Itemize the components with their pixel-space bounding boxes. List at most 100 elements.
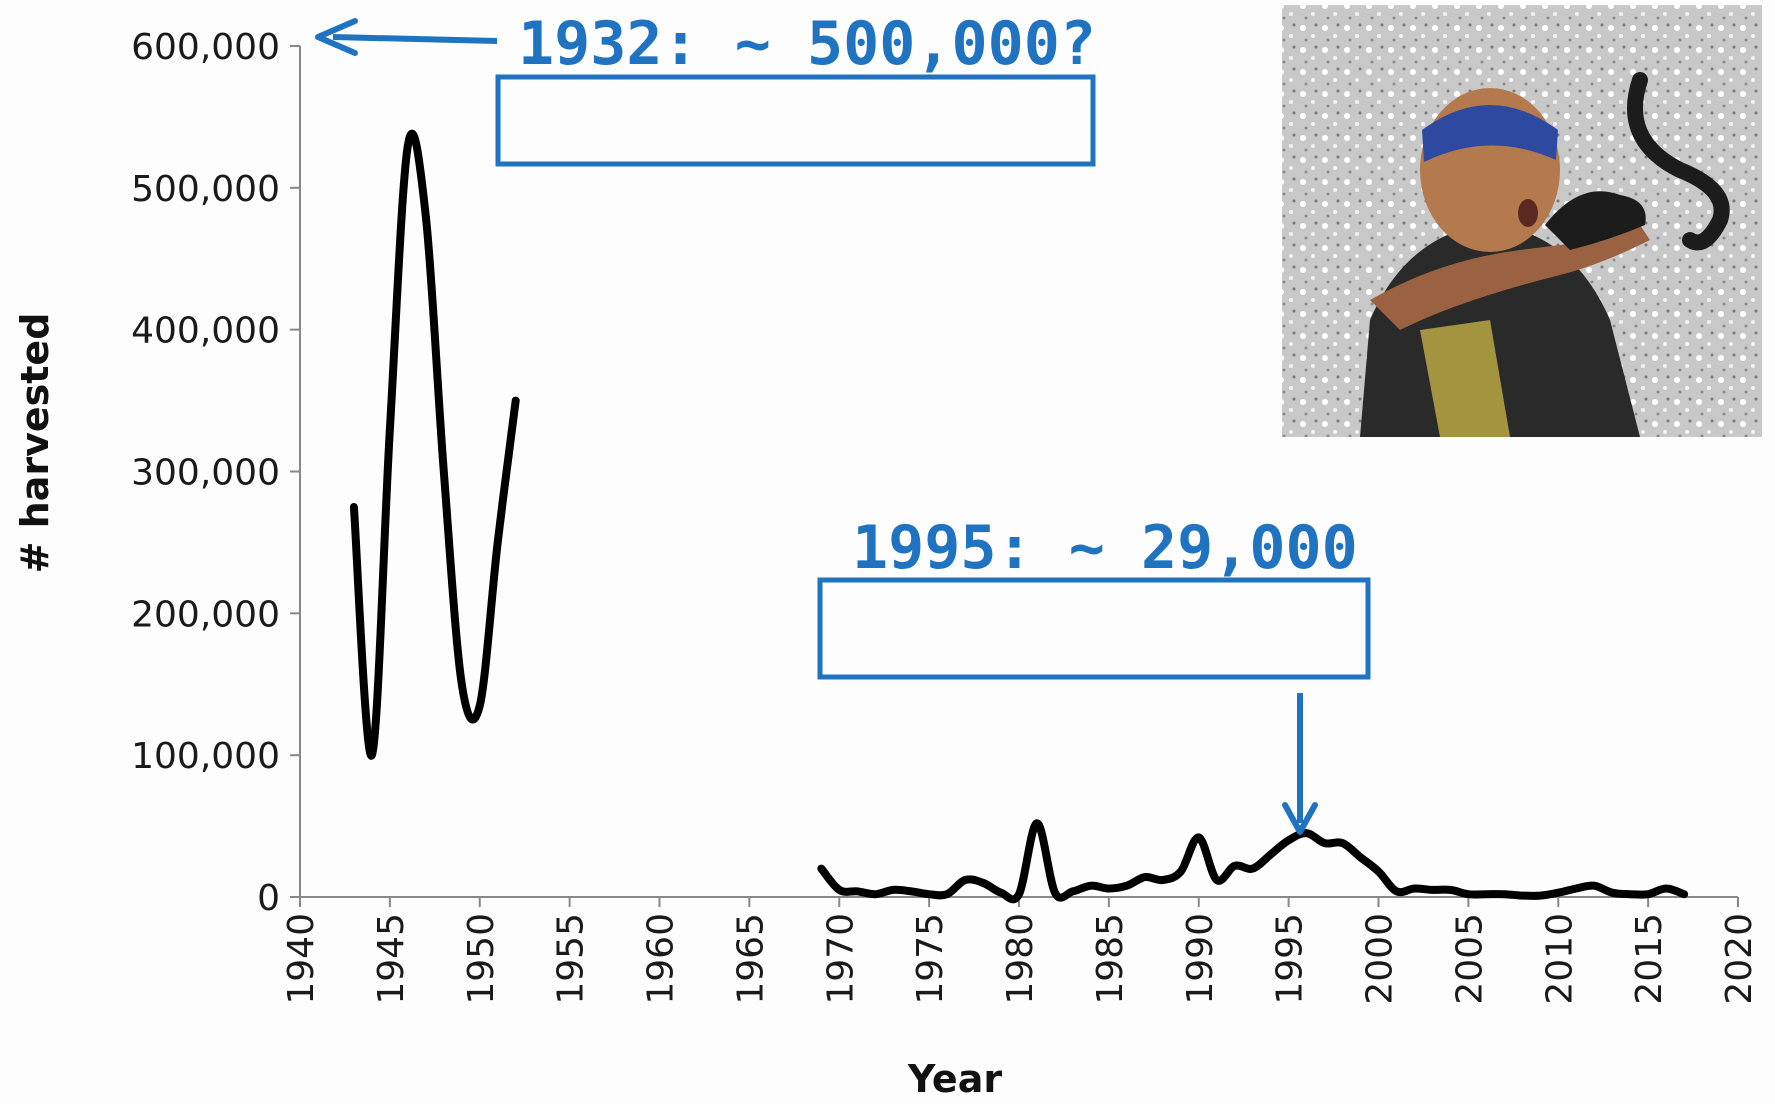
x-tick-label: 1980 — [1000, 913, 1041, 1005]
data-point — [1018, 893, 1020, 896]
data-point — [1413, 887, 1416, 890]
y-tick-label: 0 — [257, 878, 280, 919]
data-point — [388, 427, 391, 430]
x-tick-label: 2015 — [1629, 913, 1670, 1005]
x-tick-label: 2020 — [1719, 913, 1760, 1005]
x-tick-label: 1950 — [461, 913, 502, 1005]
data-point — [874, 893, 877, 896]
data-point — [1071, 890, 1074, 893]
y-tick-label: 500,000 — [131, 169, 280, 210]
x-tick-label: 1990 — [1180, 913, 1221, 1005]
annotation-1932-text: 1932: ~ 500,000? — [518, 9, 1096, 79]
data-point — [442, 470, 445, 473]
data-point — [1395, 890, 1398, 893]
data-point — [1467, 893, 1470, 896]
data-point — [1683, 893, 1686, 896]
y-tick-label: 100,000 — [131, 736, 280, 777]
data-point — [1035, 822, 1038, 825]
annotation-1932: 1932: ~ 500,000? — [315, 9, 1096, 167]
series-line-segment — [817, 819, 1689, 904]
data-point — [1305, 832, 1308, 835]
data-point — [514, 399, 517, 402]
data-point — [1575, 887, 1578, 890]
data-point — [1161, 878, 1164, 881]
x-tick-label: 1985 — [1090, 913, 1131, 1005]
y-axis: 0 100,000 200,000 300,000 400,000 500,000 600,… — [131, 27, 301, 919]
data-point — [406, 144, 409, 147]
annotation-1932-box — [495, 74, 1096, 167]
y-tick-label: 300,000 — [131, 453, 280, 494]
data-point — [370, 754, 373, 757]
data-point — [1611, 891, 1614, 894]
data-point — [1539, 894, 1542, 897]
data-point — [460, 683, 463, 686]
data-point — [352, 505, 355, 508]
x-tick-label: 2000 — [1360, 913, 1401, 1005]
data-point — [964, 878, 967, 881]
data-point — [1629, 893, 1632, 896]
person-catching-lamprey-photo — [1282, 5, 1762, 437]
data-point — [1665, 887, 1668, 890]
data-point — [1593, 884, 1596, 887]
data-point — [478, 704, 481, 707]
data-point — [1269, 853, 1272, 856]
x-tick-label: 1970 — [820, 913, 861, 1005]
data-point — [1197, 836, 1200, 839]
data-point — [1053, 891, 1056, 894]
data-point — [1647, 893, 1650, 896]
data-point — [946, 893, 949, 896]
data-point — [838, 888, 841, 891]
data-point — [820, 867, 823, 870]
data-point — [496, 541, 499, 544]
x-axis: 1940 1945 1950 1955 1960 1965 1970 1975 1980 1985… — [281, 896, 1760, 1005]
data-point — [1143, 876, 1146, 879]
data-point — [1557, 891, 1560, 894]
y-tick-label: 200,000 — [131, 594, 280, 635]
x-axis-title: Year — [907, 1057, 1002, 1101]
data-series — [349, 129, 1689, 904]
data-point — [1233, 864, 1236, 867]
annotation-1995-text: 1995: ~ 29,000 — [852, 513, 1358, 583]
x-tick-label: 1995 — [1270, 913, 1311, 1005]
data-point — [1359, 856, 1362, 859]
data-point — [1503, 893, 1506, 896]
data-point — [1125, 884, 1128, 887]
data-point — [892, 888, 895, 891]
annotation-1995-box — [817, 577, 1371, 680]
y-tick-label: 400,000 — [131, 311, 280, 352]
annotation-1995-arrowhead — [1282, 802, 1318, 835]
data-point — [1485, 893, 1488, 896]
data-point — [1000, 891, 1003, 894]
data-point — [1431, 888, 1434, 891]
data-point — [1287, 839, 1290, 842]
data-point — [1377, 870, 1380, 873]
data-point — [1449, 888, 1452, 891]
x-tick-label: 1975 — [910, 913, 951, 1005]
data-point — [1107, 887, 1110, 890]
data-point — [1521, 894, 1524, 897]
x-tick-label: 1960 — [641, 913, 682, 1005]
data-point — [1323, 842, 1326, 845]
x-tick-label: 1955 — [551, 913, 592, 1005]
x-tick-label: 2010 — [1539, 913, 1580, 1005]
annotation-1995: 1995: ~ 29,000 — [817, 513, 1371, 835]
x-tick-label: 1965 — [730, 913, 771, 1005]
annotation-1932-arrowhead — [315, 18, 358, 56]
data-point — [1179, 870, 1182, 873]
annotation-1932-arrow-line — [332, 34, 498, 44]
x-tick-label: 1940 — [281, 913, 322, 1005]
x-tick-label: 2005 — [1449, 913, 1490, 1005]
data-point — [1215, 878, 1218, 881]
data-point — [1251, 867, 1254, 870]
data-point — [928, 893, 931, 896]
y-axis-title: # harvested — [13, 313, 57, 574]
x-tick-label: 1945 — [371, 913, 412, 1005]
data-point — [1089, 884, 1092, 887]
data-point — [982, 881, 985, 884]
series-line-segment — [349, 129, 520, 760]
data-point — [424, 215, 427, 218]
data-point — [1341, 842, 1344, 845]
data-point — [856, 890, 859, 893]
